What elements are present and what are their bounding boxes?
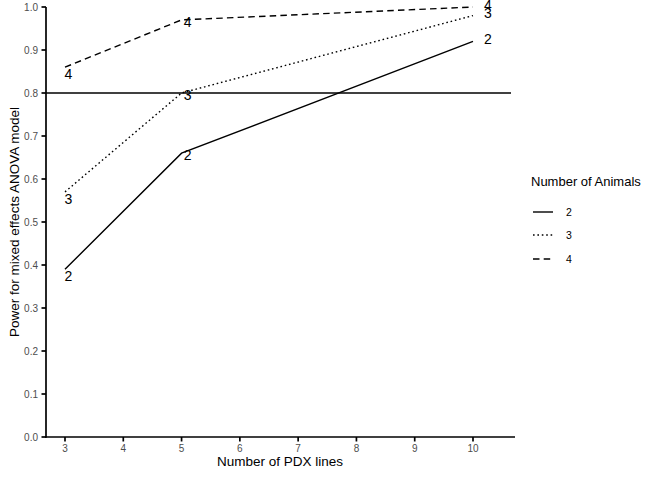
y-tick-label: 0.5 <box>24 217 38 228</box>
y-tick-label: 0.3 <box>24 303 38 314</box>
x-tick-label: 9 <box>412 443 418 454</box>
legend: Number of Animals 2 3 4 <box>531 174 641 271</box>
y-tick-label: 0.4 <box>24 260 38 271</box>
point-label-series-3: 3 <box>184 87 192 103</box>
series-line-2 <box>65 41 473 269</box>
x-tick-label: 7 <box>295 443 301 454</box>
legend-key-solid-line-icon <box>533 210 553 214</box>
point-label-series-3: 3 <box>65 191 73 207</box>
legend-entry-label: 2 <box>566 206 572 218</box>
legend-title: Number of Animals <box>531 174 641 189</box>
legend-entries: 2 3 4 <box>531 200 641 271</box>
legend-key-dashed-line-icon <box>533 257 553 261</box>
series-line-4 <box>65 7 473 67</box>
y-tick-label: 0.8 <box>24 88 38 99</box>
point-label-series-4: 4 <box>65 66 73 82</box>
y-tick-label: 1.0 <box>24 2 38 13</box>
point-label-series-2: 2 <box>184 147 192 163</box>
legend-entry-label: 3 <box>566 229 572 241</box>
y-tick-label: 0.2 <box>24 346 38 357</box>
legend-entry: 4 <box>531 247 641 271</box>
y-tick-label: 0.7 <box>24 131 38 142</box>
x-tick-label: 6 <box>237 443 243 454</box>
point-label-series-4: 4 <box>184 14 192 30</box>
point-label-series-2: 2 <box>65 268 73 284</box>
y-tick-label: 0.1 <box>24 389 38 400</box>
x-tick-label: 3 <box>62 443 68 454</box>
x-tick-label: 8 <box>354 443 360 454</box>
point-label-series-4: 4 <box>484 0 492 13</box>
x-tick-label: 4 <box>121 443 127 454</box>
x-tick-label: 5 <box>179 443 185 454</box>
legend-entry-label: 4 <box>566 253 572 265</box>
legend-entry: 2 <box>531 200 641 224</box>
x-tick-label: 10 <box>467 443 479 454</box>
y-tick-label: 0.9 <box>24 45 38 56</box>
x-axis-title: Number of PDX lines <box>217 454 343 469</box>
legend-key-dotted-line-icon <box>533 233 553 237</box>
y-tick-label: 0.0 <box>24 432 38 443</box>
power-analysis-figure: 0.0 0.1 0.2 0.3 0.4 0.5 0.6 0.7 0.8 0.9 1.0 3 4 5 6 7 8 9… <box>0 0 672 480</box>
legend-entry: 3 <box>531 224 641 248</box>
point-label-series-2: 2 <box>484 31 492 47</box>
y-axis-title: Power for mixed effects ANOVA model <box>7 107 22 337</box>
y-tick-label: 0.6 <box>24 174 38 185</box>
